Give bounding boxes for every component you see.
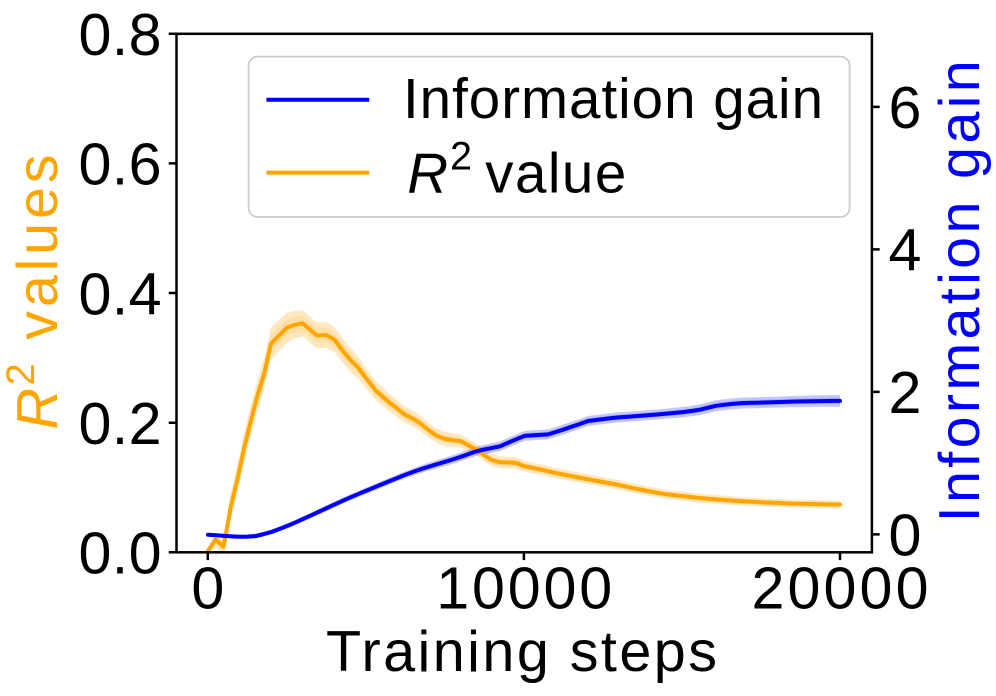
svg-text:0: 0 xyxy=(889,502,922,569)
svg-text:2: 2 xyxy=(889,359,922,426)
svg-text:value: value xyxy=(468,142,628,205)
svg-text:4: 4 xyxy=(889,217,922,284)
svg-text:0.0: 0.0 xyxy=(79,520,162,587)
svg-text:0.6: 0.6 xyxy=(79,131,162,198)
svg-text:10000: 10000 xyxy=(436,554,612,621)
svg-text:0.8: 0.8 xyxy=(79,1,162,68)
svg-text:2: 2 xyxy=(0,363,43,385)
svg-text:20000: 20000 xyxy=(752,554,929,621)
svg-text:R: R xyxy=(6,388,70,430)
svg-text:2: 2 xyxy=(450,135,472,179)
svg-text:0.4: 0.4 xyxy=(79,260,162,327)
svg-text:Training steps: Training steps xyxy=(326,620,717,684)
svg-text:6: 6 xyxy=(889,74,922,141)
svg-text:Information gain: Information gain xyxy=(928,60,992,522)
svg-text:Information gain: Information gain xyxy=(403,67,823,130)
svg-text:0.2: 0.2 xyxy=(79,390,162,457)
svg-text:values: values xyxy=(6,151,70,360)
svg-text:0: 0 xyxy=(191,554,224,621)
svg-text:R: R xyxy=(407,142,448,205)
